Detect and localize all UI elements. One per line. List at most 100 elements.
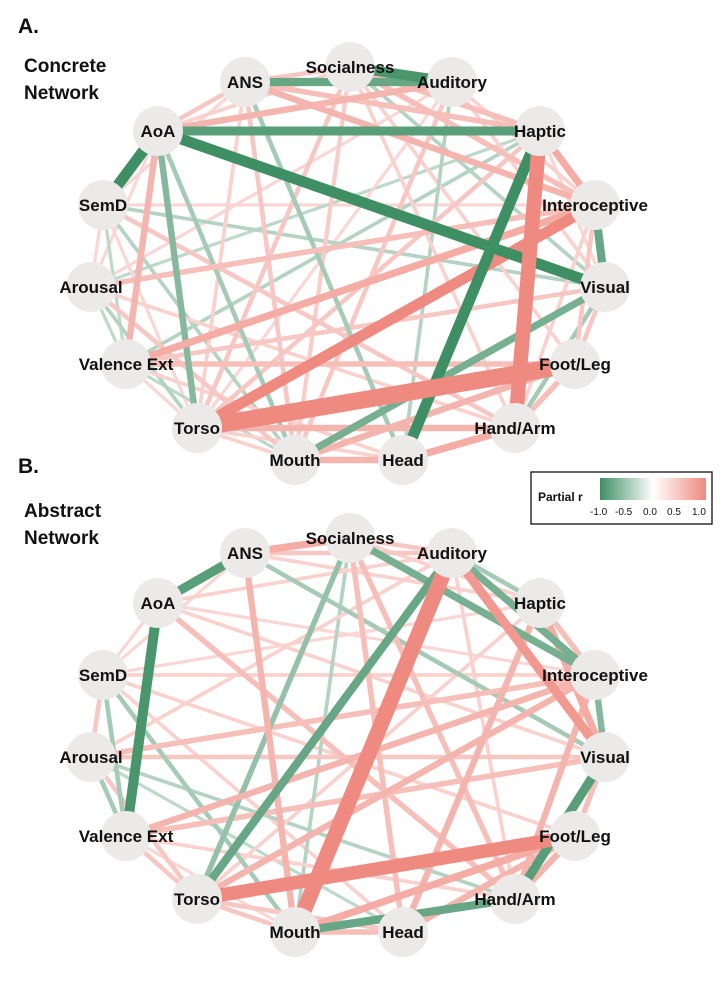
- node-label-interoceptive: Interoceptive: [542, 196, 648, 215]
- node-label-torso: Torso: [174, 419, 220, 438]
- node-label-visual: Visual: [580, 278, 630, 297]
- edge-semd-torso: [101, 204, 199, 429]
- node-mouth: [270, 907, 320, 957]
- network-nodes: Socialness Auditory Haptic Interoceptive Vis…: [59, 42, 648, 485]
- node-label-arousal: Arousal: [59, 278, 122, 297]
- node-ans: [220, 528, 270, 578]
- panel-title-line: Network: [24, 83, 99, 104]
- edge-torso-interoceptive: [195, 672, 597, 902]
- node-hand-arm: [490, 403, 540, 453]
- edge-ans-haptic: [244, 79, 541, 134]
- edge-mouth-visual: [293, 283, 607, 464]
- network-nodes: Socialness Auditory Haptic Interoceptive Vis…: [59, 513, 648, 957]
- node-interoceptive: [570, 180, 620, 230]
- panel-title-line: Abstract: [24, 501, 102, 522]
- edge-socialness-hand-arm: [347, 536, 518, 901]
- node-ans: [220, 57, 270, 107]
- legend-tick-neg05: -0.5: [615, 507, 633, 518]
- node-visual: [580, 732, 630, 782]
- legend-tick-05: 0.5: [667, 507, 681, 518]
- edge-aoa-auditory: [157, 551, 453, 605]
- edge-socialness-foot-leg: [348, 65, 577, 366]
- legend-tick-0: 0.0: [643, 507, 657, 518]
- edge-ans-mouth: [242, 81, 298, 461]
- node-hand-arm: [490, 874, 540, 924]
- node-torso: [172, 874, 222, 924]
- node-label-haptic: Haptic: [514, 594, 566, 613]
- node-label-semd: SemD: [79, 666, 127, 685]
- edge-ans-haptic: [244, 551, 541, 605]
- partial-r-legend: Partial r -1.0 -0.5 0.0 0.5 1.0: [530, 471, 713, 525]
- edge-interoceptive-hand-arm: [511, 673, 599, 901]
- edge-arousal-auditory: [90, 80, 453, 289]
- node-label-visual: Visual: [580, 748, 630, 767]
- edge-aoa-auditory: [157, 78, 453, 135]
- node-label-aoa: AoA: [141, 594, 176, 613]
- concrete-network-panel: A. Concrete Network Socialness Auditory Hapti…: [18, 15, 648, 485]
- node-head: [378, 435, 428, 485]
- edge-aoa-visual: [157, 601, 606, 759]
- edge-valence-ext-aoa: [122, 130, 162, 365]
- edge-arousal-hand-arm: [90, 755, 516, 901]
- node-interoceptive: [570, 650, 620, 700]
- edge-ans-mouth: [241, 552, 299, 933]
- edge-ans-torso: [195, 81, 247, 429]
- edge-head-haptic: [397, 128, 546, 463]
- node-label-valence-ext: Valence Ext: [79, 355, 174, 374]
- node-auditory: [427, 528, 477, 578]
- edge-socialness-interoceptive: [348, 534, 597, 679]
- edge-torso-foot-leg: [195, 829, 577, 906]
- node-label-socialness: Socialness: [306, 58, 395, 77]
- node-label-auditory: Auditory: [417, 544, 487, 563]
- node-label-foot-leg: Foot/Leg: [539, 355, 611, 374]
- node-foot-leg: [550, 339, 600, 389]
- edge-aoa-interoceptive: [157, 601, 596, 677]
- node-haptic: [515, 578, 565, 628]
- edge-arousal-interoceptive: [90, 672, 596, 760]
- edge-torso-aoa: [154, 130, 201, 429]
- node-semd: [78, 180, 128, 230]
- node-arousal: [66, 732, 116, 782]
- node-semd: [78, 650, 128, 700]
- edge-haptic-head: [400, 601, 543, 934]
- node-label-aoa: AoA: [141, 122, 176, 141]
- node-label-head: Head: [382, 923, 424, 942]
- node-auditory: [427, 57, 477, 107]
- edge-socialness-torso: [194, 536, 353, 901]
- node-label-hand-arm: Hand/Arm: [474, 419, 555, 438]
- node-arousal: [66, 262, 116, 312]
- node-mouth: [270, 435, 320, 485]
- node-label-ans: ANS: [227, 544, 263, 563]
- legend-tick-1: 1.0: [692, 507, 706, 518]
- node-label-arousal: Arousal: [59, 748, 122, 767]
- abstract-network-panel: B. Abstract Network Socialness Auditory Hapti…: [18, 455, 648, 957]
- legend-tick-neg1: -1.0: [590, 507, 608, 518]
- edge-valence-ext-visual: [125, 754, 606, 839]
- node-label-interoceptive: Interoceptive: [542, 666, 648, 685]
- node-label-foot-leg: Foot/Leg: [539, 827, 611, 846]
- node-label-mouth: Mouth: [270, 923, 321, 942]
- edge-arousal-head: [90, 755, 404, 934]
- edge-arousal-auditory: [90, 551, 453, 759]
- node-label-ans: ANS: [227, 73, 263, 92]
- node-aoa: [133, 578, 183, 628]
- panel-letter: B.: [18, 455, 39, 478]
- edge-auditory-mouth: [287, 550, 460, 935]
- node-socialness: [325, 513, 375, 563]
- edge-ans-visual: [243, 550, 607, 760]
- legend-title: Partial r: [538, 490, 583, 504]
- node-valence-ext: [101, 339, 151, 389]
- edge-mouth-foot-leg: [293, 832, 577, 936]
- node-label-valence-ext: Valence Ext: [79, 827, 174, 846]
- edge-semd-head: [101, 673, 405, 934]
- node-label-torso: Torso: [174, 890, 220, 909]
- node-aoa: [133, 106, 183, 156]
- edge-arousal-hand-arm: [90, 285, 516, 430]
- edge-auditory-torso: [193, 550, 456, 902]
- edge-aoa-mouth: [155, 130, 298, 461]
- node-haptic: [515, 106, 565, 156]
- node-label-head: Head: [382, 451, 424, 470]
- node-foot-leg: [550, 811, 600, 861]
- edge-socialness-visual: [348, 65, 607, 289]
